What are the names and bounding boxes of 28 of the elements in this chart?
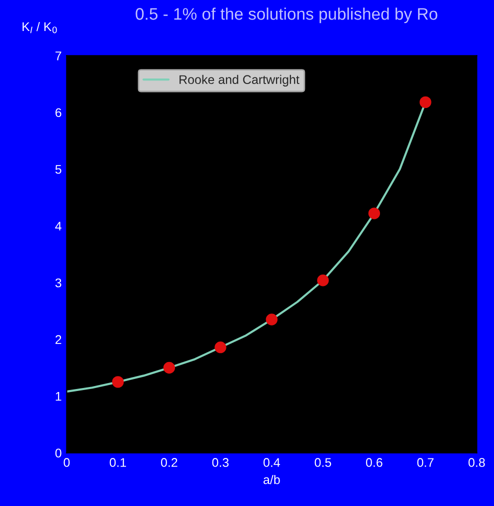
- x-tick-label: 0.1: [110, 458, 126, 467]
- x-tick-label: 0: [64, 458, 70, 467]
- point: [420, 96, 432, 108]
- y-tick-label: 4: [55, 222, 62, 230]
- x-tick-label: 0.3: [212, 458, 229, 467]
- x-tick-label: 0.2: [160, 458, 178, 467]
- y-tick-label: 6: [56, 108, 62, 118]
- y-tick-label: 1: [56, 392, 62, 401]
- y-tick-label: 3: [55, 278, 62, 288]
- chart-title: 0.5 - 1% of the solutions published by Ro: [136, 8, 438, 24]
- x-tick-label: 0.7: [417, 458, 434, 467]
- x-tick-label: 0.6: [366, 458, 382, 467]
- point: [266, 314, 278, 326]
- x-tick-label: 0.4: [264, 458, 280, 467]
- point: [112, 376, 124, 388]
- y-tick-label: 2: [56, 335, 62, 344]
- x-tick-label: 0.5: [314, 458, 332, 467]
- point: [163, 362, 176, 374]
- y-tick-label: 0: [55, 448, 62, 458]
- y-axis-title: K$_{I}$ / K$_{0}$: [22, 22, 57, 34]
- point: [214, 341, 226, 354]
- x-axis-title: a/b: [264, 474, 280, 484]
- point: [317, 274, 329, 286]
- point: [368, 208, 380, 220]
- legend-label: Rooke and Cartwright: [180, 74, 300, 87]
- y-tick-label: 7: [56, 52, 62, 60]
- x-tick-label: 0.8: [468, 458, 485, 467]
- y-tick-label: 5: [55, 165, 62, 174]
